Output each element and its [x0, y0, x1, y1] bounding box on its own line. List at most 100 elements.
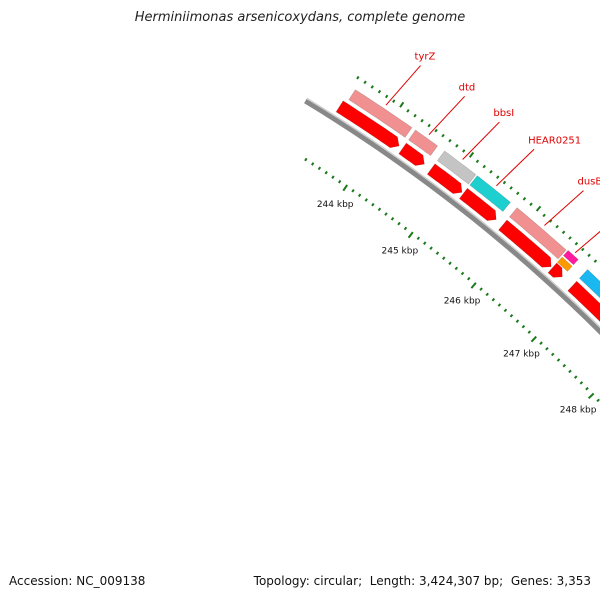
- outer-tick: [593, 259, 598, 263]
- feature-dtd: [408, 129, 439, 157]
- outer-tick: [441, 133, 445, 138]
- inner-tick: [470, 282, 477, 289]
- inner-tick: [585, 386, 589, 391]
- inner-tick: [429, 246, 433, 250]
- inner-tick: [491, 297, 496, 302]
- kbp-tick-label: 247 kbp: [503, 350, 540, 360]
- feature-bbsI: [436, 150, 477, 185]
- inner-tick: [503, 308, 508, 313]
- feature-purH: [578, 269, 600, 299]
- outer-tick: [370, 85, 374, 89]
- inner-tick: [337, 179, 342, 184]
- outer-tick: [561, 230, 566, 235]
- label-leader-fis: [574, 230, 600, 254]
- label-leader-tyrZ: [385, 65, 421, 106]
- outer-tick: [502, 180, 507, 185]
- outer-tick: [427, 123, 431, 128]
- gene-label-HEAR0251: HEAR0251: [528, 135, 581, 146]
- outer-tick: [392, 99, 396, 103]
- outer-tick: [522, 197, 527, 201]
- outer-tick: [434, 128, 438, 133]
- accession-value: NC_009138: [76, 574, 146, 588]
- inner-tick: [521, 324, 526, 329]
- accession-label: Accession:: [9, 574, 73, 588]
- outer-tick: [489, 170, 493, 174]
- inner-tick: [357, 193, 362, 198]
- inner-tick: [497, 303, 502, 307]
- outer-tick: [420, 118, 424, 123]
- inner-tick: [596, 398, 600, 403]
- outer-tick: [587, 253, 591, 258]
- inner-tick: [371, 202, 375, 207]
- topology-label: Topology:: [253, 574, 310, 588]
- inner-tick: [515, 319, 520, 323]
- outer-tick: [580, 247, 585, 252]
- inner-tick: [324, 170, 328, 175]
- outer-tick: [455, 143, 459, 148]
- inner-tick: [377, 207, 382, 212]
- inner-tick: [390, 217, 395, 221]
- length-label: Length:: [369, 574, 416, 588]
- inner-tick: [479, 287, 483, 291]
- cds-arrow-6: [567, 280, 600, 322]
- inner-tick: [310, 162, 315, 166]
- outer-tick: [384, 94, 389, 99]
- outer-tick: [363, 80, 367, 85]
- inner-tick: [530, 335, 537, 343]
- feature-fis: [562, 249, 579, 266]
- outer-tick: [448, 138, 452, 143]
- gene-label-bbsI: bbsI: [493, 108, 514, 119]
- accession-footer: Accession: NC_009138: [9, 574, 145, 588]
- inner-tick: [304, 157, 308, 162]
- inner-tick: [573, 375, 578, 379]
- feature-HEAR0251: [469, 175, 511, 212]
- inner-tick: [545, 347, 549, 351]
- kbp-tick-label: 248 kbp: [560, 406, 597, 416]
- genes-label: Genes:: [510, 574, 553, 588]
- cds-arrow-3: [458, 187, 497, 221]
- inner-tick: [317, 166, 322, 171]
- label-leader-HEAR0251: [496, 148, 535, 187]
- outer-tick: [496, 175, 500, 179]
- feature-dusB: [508, 207, 567, 260]
- outer-tick: [529, 202, 533, 207]
- label-leader-bbsI: [462, 121, 500, 160]
- inner-tick: [587, 392, 595, 400]
- inner-tick: [485, 292, 489, 297]
- feature-fis-small: [556, 256, 573, 272]
- outer-tick: [356, 75, 360, 80]
- length-value: 3,424,307 bp: [419, 574, 500, 588]
- outer-tick: [516, 191, 520, 196]
- inner-tick: [562, 363, 567, 368]
- outer-tick: [574, 241, 579, 246]
- cds-arrow-4: [498, 219, 552, 268]
- label-leader-dtd: [428, 95, 466, 136]
- outer-tick: [548, 219, 553, 223]
- outer-tick: [475, 159, 480, 164]
- inner-tick: [467, 276, 471, 281]
- outer-tick: [377, 89, 382, 94]
- outer-tick: [542, 213, 546, 218]
- genes-value: 3,353: [556, 574, 591, 588]
- inner-tick: [568, 369, 572, 374]
- cds-arrow-0: [335, 100, 400, 149]
- outer-tick: [468, 151, 475, 158]
- outer-tick: [482, 164, 486, 169]
- gene-label-tyrZ: tyrZ: [415, 52, 436, 63]
- cds-arrow-2: [426, 163, 463, 194]
- inner-tick: [579, 381, 584, 385]
- inner-tick: [539, 341, 543, 345]
- map-title: Herminiimonas arsenicoxydans, complete g…: [134, 10, 466, 25]
- feature-tyrZ: [348, 89, 413, 138]
- backbone-line: [304, 98, 600, 335]
- outer-tick: [568, 236, 572, 240]
- inner-tick: [442, 256, 446, 261]
- topology-value: circular: [313, 574, 359, 588]
- inner-tick: [448, 261, 452, 266]
- outer-tick: [399, 101, 405, 108]
- inner-tick: [384, 212, 388, 216]
- inner-tick: [454, 266, 459, 271]
- outer-tick: [406, 109, 410, 113]
- inner-tick: [407, 231, 414, 239]
